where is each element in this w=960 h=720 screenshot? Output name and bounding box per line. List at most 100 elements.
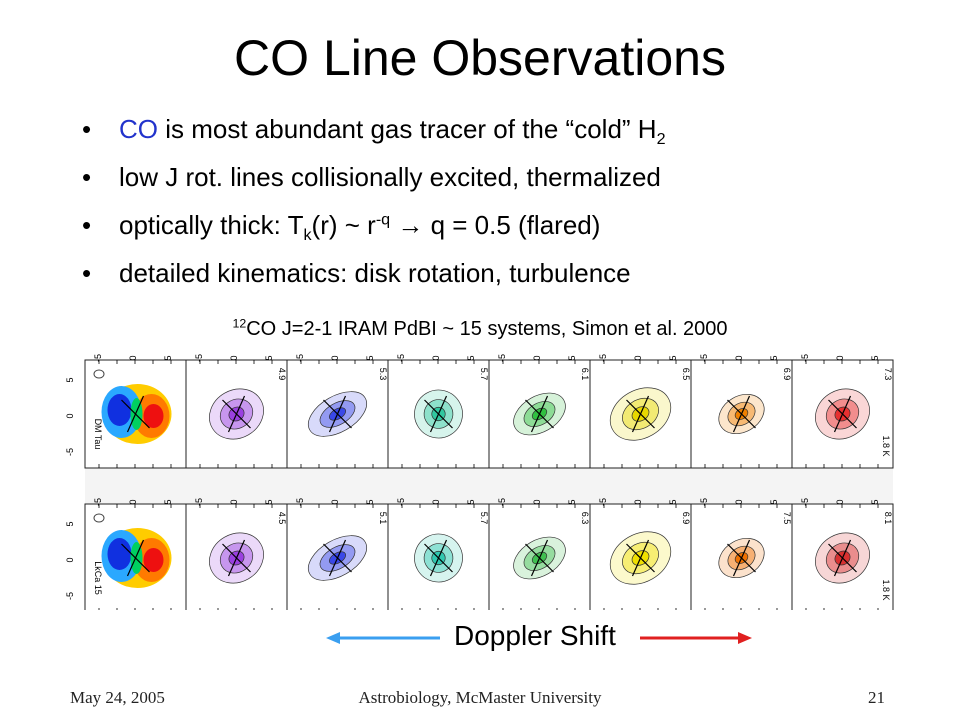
disk-axis-line — [126, 395, 145, 433]
tick-label: 5 — [163, 499, 173, 504]
map-panel-frame — [791, 503, 894, 610]
disk-axis-line — [833, 539, 852, 577]
tick-label: 0 — [734, 355, 744, 360]
bullet-text: optically thick: T — [119, 210, 304, 240]
footer-date: May 24, 2005 — [70, 688, 165, 707]
velocity-label: 5.3 — [378, 368, 388, 381]
co-accent-text: CO — [119, 114, 158, 144]
tick-label: 0 — [330, 499, 340, 504]
tick-label: 5 — [65, 377, 75, 382]
disk-axis-line — [227, 395, 246, 433]
tick-label: 0 — [431, 355, 441, 360]
redshift-core — [143, 548, 164, 572]
tick-label: -5 — [800, 498, 810, 506]
velocity-label: 5.7 — [479, 512, 489, 525]
bullet-co-abundant: CO is most abundant gas tracer of the “c… — [82, 105, 666, 153]
tick-label: -5 — [396, 354, 406, 362]
velocity-label: 5.1 — [378, 512, 388, 525]
disk-axis-line — [732, 539, 751, 577]
bullet-text: is most abundant gas tracer of the “cold… — [158, 114, 657, 144]
disk-axis-line — [833, 395, 852, 433]
tick-label: -5 — [396, 498, 406, 506]
bullet-text: low J rot. lines collisionally excited, … — [119, 162, 661, 192]
tick-label: -5 — [295, 354, 305, 362]
disk-axis-line — [530, 395, 549, 433]
tick-label: 5 — [870, 355, 880, 360]
tick-label: 5 — [365, 355, 375, 360]
blue-arrow-head — [326, 632, 340, 644]
disk-axis-line — [631, 539, 650, 577]
arrow-symbol: → — [390, 210, 431, 240]
subscript: k — [303, 226, 312, 245]
tick-label: 5 — [264, 499, 274, 504]
tick-label: 0 — [532, 499, 542, 504]
tick-label: 0 — [633, 355, 643, 360]
tick-label: 0 — [229, 499, 239, 504]
tick-label: -5 — [800, 354, 810, 362]
tick-label: -5 — [699, 498, 709, 506]
tick-label: -5 — [699, 354, 709, 362]
tick-label: 5 — [466, 499, 476, 504]
tick-label: -5 — [93, 354, 103, 362]
bullet-list: CO is most abundant gas tracer of the “c… — [82, 105, 666, 297]
tick-label: -5 — [497, 498, 507, 506]
velocity-label: 6.5 — [681, 368, 691, 381]
subscript: 2 — [656, 130, 666, 149]
tick-label: 5 — [466, 355, 476, 360]
tick-label: 5 — [65, 521, 75, 526]
tick-label: 0 — [65, 413, 75, 418]
superscript: -q — [375, 210, 391, 229]
figure-caption: 12CO J=2-1 IRAM PdBI ~ 15 systems, Simon… — [0, 316, 960, 341]
disk-axis-line — [429, 539, 448, 577]
temperature-label: 1.8 K — [881, 579, 891, 600]
tick-label: 5 — [365, 499, 375, 504]
velocity-label: 6.3 — [580, 512, 590, 525]
disk-axis-line — [732, 395, 751, 433]
tick-label: 0 — [128, 355, 138, 360]
tick-label: 5 — [163, 355, 173, 360]
tick-label: -5 — [598, 354, 608, 362]
velocity-label: 4.9 — [277, 368, 287, 381]
tick-label: 0 — [532, 355, 542, 360]
velocity-label: 7.3 — [883, 368, 893, 381]
blueshift-core — [107, 394, 132, 426]
disk-axis-line — [126, 539, 145, 577]
tick-label: 0 — [633, 499, 643, 504]
source-label: DM Tau — [93, 419, 103, 450]
bullet-low-j: low J rot. lines collisionally excited, … — [82, 153, 666, 201]
velocity-label: 8.1 — [883, 512, 893, 525]
tick-label: 5 — [264, 355, 274, 360]
disk-axis-line — [328, 395, 347, 433]
tick-label: -5 — [295, 498, 305, 506]
disk-axis-line — [631, 395, 650, 433]
tick-label: 5 — [668, 355, 678, 360]
caption-text: CO J=2-1 IRAM PdBI ~ 15 systems, Simon e… — [246, 318, 728, 340]
tick-label: 0 — [431, 499, 441, 504]
tick-label: 0 — [835, 499, 845, 504]
source-label: LkCa 15 — [93, 561, 103, 595]
temperature-label: 1.8 K — [881, 435, 891, 456]
doppler-shift-label: Doppler Shift — [454, 620, 616, 651]
tick-label: 5 — [668, 499, 678, 504]
velocity-label: 7.5 — [782, 512, 792, 525]
tick-label: 5 — [567, 355, 577, 360]
disk-axis-line — [530, 539, 549, 577]
tick-label: 5 — [769, 499, 779, 504]
tick-label: 5 — [769, 355, 779, 360]
superscript: 12 — [232, 316, 247, 331]
tick-label: -5 — [65, 592, 75, 600]
velocity-label: 5.7 — [479, 368, 489, 381]
tick-label: -5 — [65, 448, 75, 456]
tick-label: 0 — [734, 499, 744, 504]
bullet-optically-thick: optically thick: Tk(r) ~ r-q → q = 0.5 (… — [82, 201, 666, 249]
velocity-label: 4.5 — [277, 512, 287, 525]
footer-affiliation: Astrobiology, McMaster University — [358, 688, 602, 707]
tick-label: -5 — [598, 498, 608, 506]
blueshift-core — [107, 538, 132, 570]
tick-label: 5 — [870, 499, 880, 504]
bullet-text: detailed kinematics: disk rotation, turb… — [119, 258, 631, 288]
bullet-text: q = 0.5 (flared) — [430, 210, 601, 240]
slide-title: CO Line Observations — [234, 30, 726, 86]
redshift-core — [143, 404, 164, 428]
bullet-text: (r) ~ r — [311, 210, 376, 240]
